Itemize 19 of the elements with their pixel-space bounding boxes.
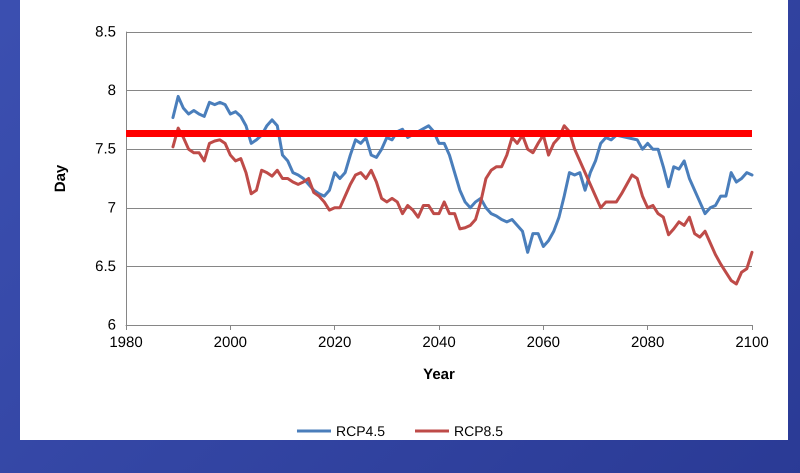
line-series <box>171 94 754 254</box>
legend-label: RCP4.5 <box>336 423 386 439</box>
x-tick-label: 1980 <box>109 334 143 351</box>
x-tick-label: 2000 <box>214 334 248 351</box>
x-tick-label: 2020 <box>318 334 352 351</box>
y-tick-label: 7.5 <box>95 140 116 158</box>
y-tick-label: 7 <box>108 199 116 216</box>
y-axis-title: Day <box>52 164 69 192</box>
y-tick-label: 6.5 <box>95 258 116 275</box>
y-tick-label: 6 <box>108 316 116 334</box>
line-series <box>171 124 754 286</box>
x-tick-label: 2100 <box>735 334 769 351</box>
x-axis-title: Year <box>423 366 456 383</box>
y-tick-label: 8.5 <box>95 24 116 40</box>
legend-label: RCP8.5 <box>454 423 504 439</box>
x-tick-label: 2040 <box>422 334 456 351</box>
y-tick-label: 8 <box>108 82 116 100</box>
x-tick-label: 2060 <box>526 334 560 351</box>
x-tick-label: 2080 <box>630 334 664 351</box>
